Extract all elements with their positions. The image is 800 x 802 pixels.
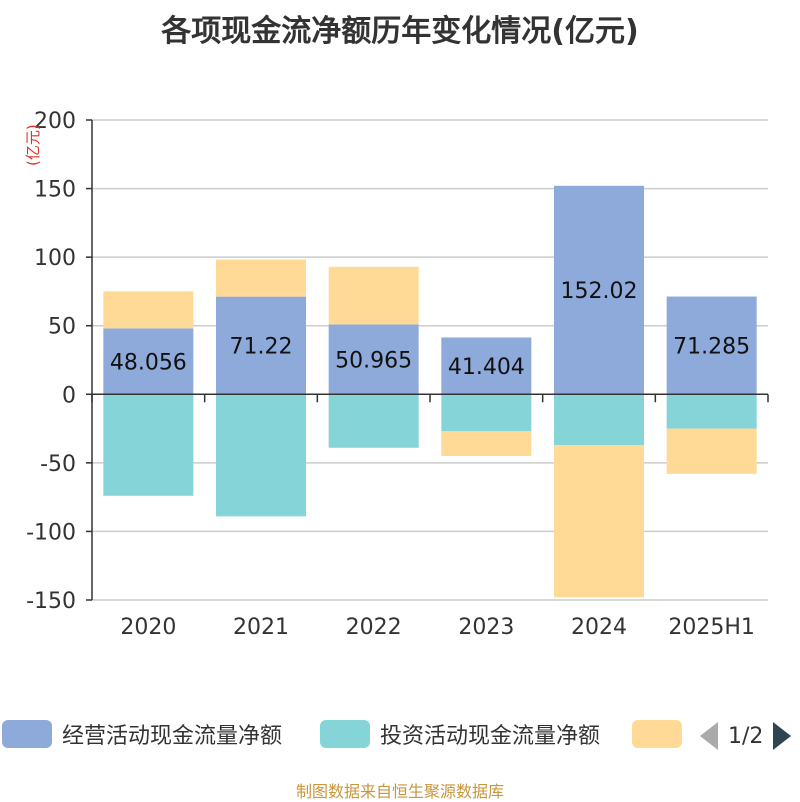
data-label-2024: 152.02 [561,279,638,304]
legend-label-investing: 投资活动现金流量净额 [380,724,601,749]
y-tick-label: 50 [48,315,76,340]
y-tick-labels: 200 150 100 50 0 -50 -100 -150 [26,109,76,614]
bar-series-0-2021[interactable] [216,296,306,395]
bar-series-1-2021[interactable] [216,394,306,517]
x-tick-label: 2024 [571,615,627,640]
bar-series-2-2023[interactable] [441,431,532,456]
x-tick-label: 2020 [120,615,176,640]
x-tick-label: 2025H1 [668,615,755,640]
legend-next-page-icon[interactable] [773,722,792,750]
legend-swatch-operating [2,720,52,748]
legend-label-operating: 经营活动现金流量净额 [62,724,283,749]
data-label-2022: 50.965 [335,348,412,373]
bar-series-0-2024[interactable] [554,185,644,395]
bar-series-2-2020[interactable] [103,291,194,329]
bar-series-1-2023[interactable] [441,394,532,432]
y-tick-label: 0 [62,383,76,408]
data-label-2023: 41.404 [448,355,525,380]
y-tick-label: -50 [40,452,76,477]
bar-series-1-2022[interactable] [328,394,419,448]
legend-page-indicator: 1/2 [728,723,764,749]
legend-swatch-investing [320,720,370,748]
x-tick-label: 2022 [346,615,402,640]
x-tick-label: 2021 [233,615,289,640]
x-tick-labels: 2020 2021 2022 2023 2024 2025H1 [120,615,755,640]
bar-series-1-2020[interactable] [103,394,194,496]
y-tick-label: 150 [34,178,76,203]
data-label-2021: 71.22 [230,334,293,359]
legend-swatch-third [632,720,682,748]
y-unit-label: (亿元) [24,124,42,166]
legend-item-operating[interactable]: 经营活动现金流量净额 [2,716,282,752]
legend-pager: 1/2 [700,718,792,754]
axes [86,119,769,601]
bar-series-1-2025H1[interactable] [666,394,757,429]
y-tick-label: 100 [34,246,76,271]
y-tick-label: -100 [26,520,76,545]
chart-title: 各项现金流净额历年变化情况(亿元) [161,14,639,49]
data-label-2020: 48.056 [110,350,187,375]
bar-series-0-2025H1[interactable] [666,296,757,395]
legend: 经营活动现金流量净额 投资活动现金流量净额 1/2 [0,716,800,756]
source-note: 制图数据来自恒生聚源数据库 [295,782,504,801]
bar-series-1-2024[interactable] [554,394,644,446]
legend-item-investing[interactable]: 投资活动现金流量净额 [320,716,600,752]
grid-lines [92,119,768,601]
bar-series-2-2024[interactable] [554,445,644,598]
bar-series-2-2025H1[interactable] [666,428,757,474]
bar-series-2-2022[interactable] [328,266,419,325]
x-tick-label: 2023 [458,615,514,640]
bar-series-2-2021[interactable] [216,259,306,297]
data-label-2025H1: 71.285 [673,334,750,359]
bar-series-0-2023[interactable] [441,337,532,395]
y-tick-label: 200 [34,109,76,134]
y-tick-label: -150 [26,589,76,614]
data-labels: 48.056 71.22 50.965 41.404 152.02 71.285 [110,279,750,380]
bar-series-0-2020[interactable] [103,328,194,395]
legend-item-third[interactable] [632,716,682,752]
bar-series-0-2022[interactable] [328,324,419,395]
legend-prev-page-icon[interactable] [700,722,718,750]
bars [103,185,757,598]
